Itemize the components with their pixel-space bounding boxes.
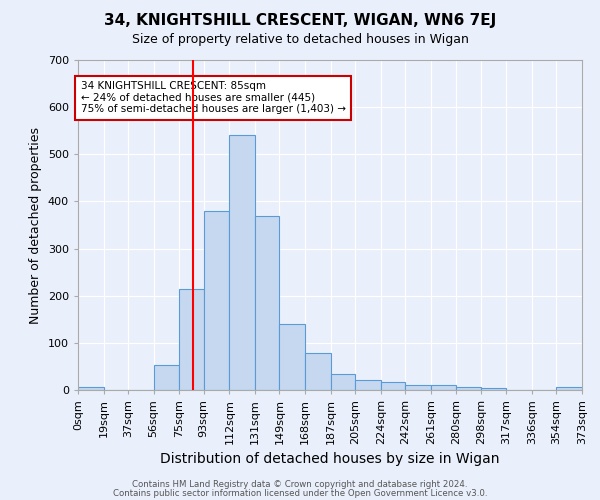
Text: 34, KNIGHTSHILL CRESCENT, WIGAN, WN6 7EJ: 34, KNIGHTSHILL CRESCENT, WIGAN, WN6 7EJ bbox=[104, 12, 496, 28]
Bar bbox=[203, 211, 229, 390]
Bar bbox=[229, 136, 255, 390]
Bar bbox=[78, 386, 104, 390]
X-axis label: Distribution of detached houses by size in Wigan: Distribution of detached houses by size … bbox=[160, 452, 500, 466]
Text: 34 KNIGHTSHILL CRESCENT: 85sqm
← 24% of detached houses are smaller (445)
75% of: 34 KNIGHTSHILL CRESCENT: 85sqm ← 24% of … bbox=[81, 81, 346, 114]
Bar bbox=[179, 288, 203, 390]
Bar bbox=[331, 374, 355, 390]
Text: Contains public sector information licensed under the Open Government Licence v3: Contains public sector information licen… bbox=[113, 488, 487, 498]
Bar bbox=[380, 382, 405, 390]
Bar bbox=[280, 324, 305, 390]
Bar bbox=[405, 385, 431, 390]
Bar bbox=[154, 366, 179, 390]
Text: Size of property relative to detached houses in Wigan: Size of property relative to detached ho… bbox=[131, 32, 469, 46]
Bar bbox=[305, 353, 331, 390]
Text: Contains HM Land Registry data © Crown copyright and database right 2024.: Contains HM Land Registry data © Crown c… bbox=[132, 480, 468, 489]
Bar bbox=[457, 386, 481, 390]
Y-axis label: Number of detached properties: Number of detached properties bbox=[29, 126, 42, 324]
Bar bbox=[556, 386, 582, 390]
Bar bbox=[481, 388, 506, 390]
Bar bbox=[355, 380, 380, 390]
Bar bbox=[431, 385, 457, 390]
Bar bbox=[255, 216, 280, 390]
